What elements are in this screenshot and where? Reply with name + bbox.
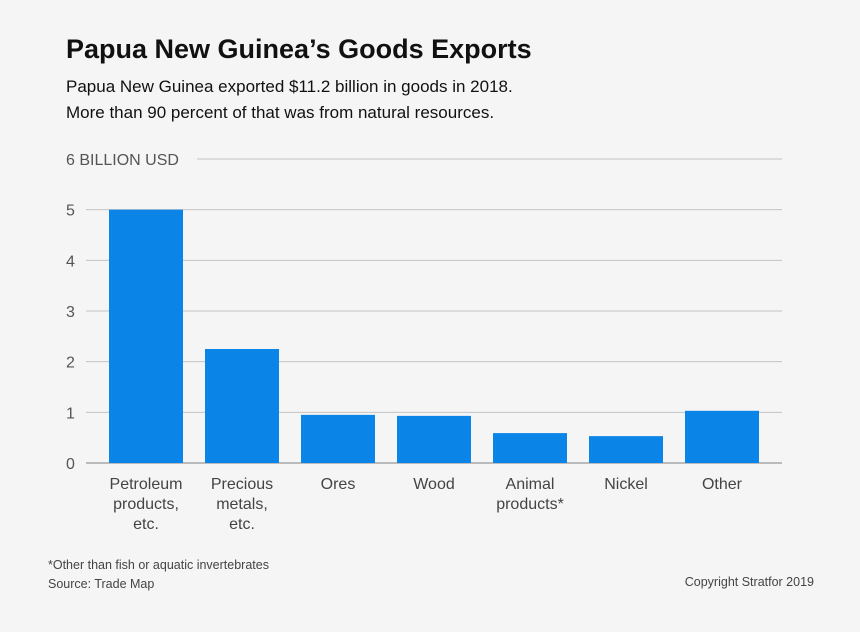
x-tick-label-5-0: Nickel	[604, 476, 648, 493]
source-note: Source: Trade Map	[48, 577, 155, 591]
chart-subtitle: Papua New Guinea exported $11.2 billion …	[66, 74, 513, 126]
x-tick-label-2-0: Ores	[321, 476, 356, 493]
y-tick-label-5: 5	[66, 203, 75, 220]
x-tick-label-0-0: Petroleum	[110, 476, 183, 493]
bar-2	[301, 414, 375, 463]
bar-5	[589, 436, 663, 463]
bar-0	[109, 209, 183, 463]
x-tick-label-1-1: metals,	[216, 496, 268, 513]
copyright: Copyright Stratfor 2019	[684, 575, 814, 589]
footnote: *Other than fish or aquatic invertebrate…	[48, 558, 269, 572]
footnote-block: *Other than fish or aquatic invertebrate…	[48, 556, 269, 594]
x-tick-label-3-0: Wood	[413, 476, 455, 493]
y-tick-label-0: 0	[66, 456, 75, 473]
chart-title: Papua New Guinea’s Goods Exports	[66, 34, 532, 64]
y-axis-top-label: 6 BILLION USD	[66, 152, 179, 169]
x-tick-label-0-1: products,	[113, 496, 179, 513]
x-tick-label-1-0: Precious	[211, 476, 273, 493]
x-tick-label-0-2: etc.	[133, 516, 159, 533]
x-tick-label-6-0: Other	[702, 476, 743, 493]
y-tick-label-1: 1	[66, 405, 75, 422]
y-tick-label-3: 3	[66, 304, 75, 321]
y-tick-label-2: 2	[66, 355, 75, 372]
x-tick-label-1-2: etc.	[229, 516, 255, 533]
subtitle-line-1: Papua New Guinea exported $11.2 billion …	[66, 77, 513, 96]
x-tick-label-4-0: Animal	[506, 476, 555, 493]
subtitle-line-2: More than 90 percent of that was from na…	[66, 103, 495, 122]
bar-1	[205, 349, 279, 463]
bar-4	[493, 433, 567, 463]
x-tick-label-4-1: products*	[496, 496, 564, 513]
y-tick-label-4: 4	[66, 253, 75, 270]
bar-3	[397, 415, 471, 463]
bar-6	[685, 410, 759, 463]
